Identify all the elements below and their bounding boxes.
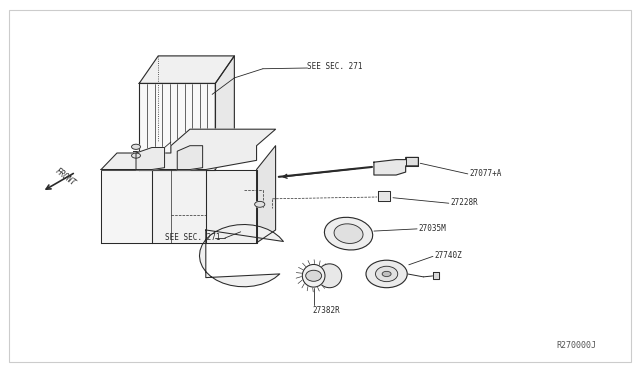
Text: FRONT: FRONT	[53, 166, 77, 187]
Text: 27035M: 27035M	[419, 224, 446, 232]
Polygon shape	[139, 83, 215, 170]
Circle shape	[382, 272, 391, 276]
Text: 27228R: 27228R	[450, 198, 478, 207]
Text: SEE SEC. 271: SEE SEC. 271	[307, 62, 363, 71]
Ellipse shape	[324, 217, 372, 250]
Polygon shape	[101, 170, 152, 243]
Polygon shape	[206, 170, 257, 243]
Polygon shape	[215, 56, 234, 170]
Polygon shape	[378, 191, 390, 201]
Polygon shape	[374, 157, 419, 175]
Polygon shape	[433, 272, 438, 279]
Polygon shape	[152, 170, 206, 243]
Ellipse shape	[366, 260, 407, 288]
Polygon shape	[136, 148, 164, 170]
Text: 27382R: 27382R	[312, 306, 340, 315]
Ellipse shape	[334, 224, 363, 243]
Polygon shape	[257, 146, 276, 243]
Polygon shape	[406, 157, 419, 166]
Text: SEE SEC. 271: SEE SEC. 271	[164, 233, 220, 242]
Polygon shape	[200, 224, 284, 287]
Text: R270000J: R270000J	[556, 341, 596, 350]
Text: 27077+A: 27077+A	[469, 169, 502, 178]
Circle shape	[132, 144, 140, 149]
Circle shape	[255, 201, 265, 207]
Polygon shape	[139, 56, 234, 83]
Polygon shape	[177, 146, 203, 170]
Ellipse shape	[306, 270, 321, 281]
Ellipse shape	[302, 264, 325, 287]
Text: 27740Z: 27740Z	[434, 251, 462, 260]
Ellipse shape	[376, 266, 397, 282]
Ellipse shape	[317, 264, 342, 288]
Circle shape	[132, 153, 140, 158]
Polygon shape	[101, 129, 276, 170]
